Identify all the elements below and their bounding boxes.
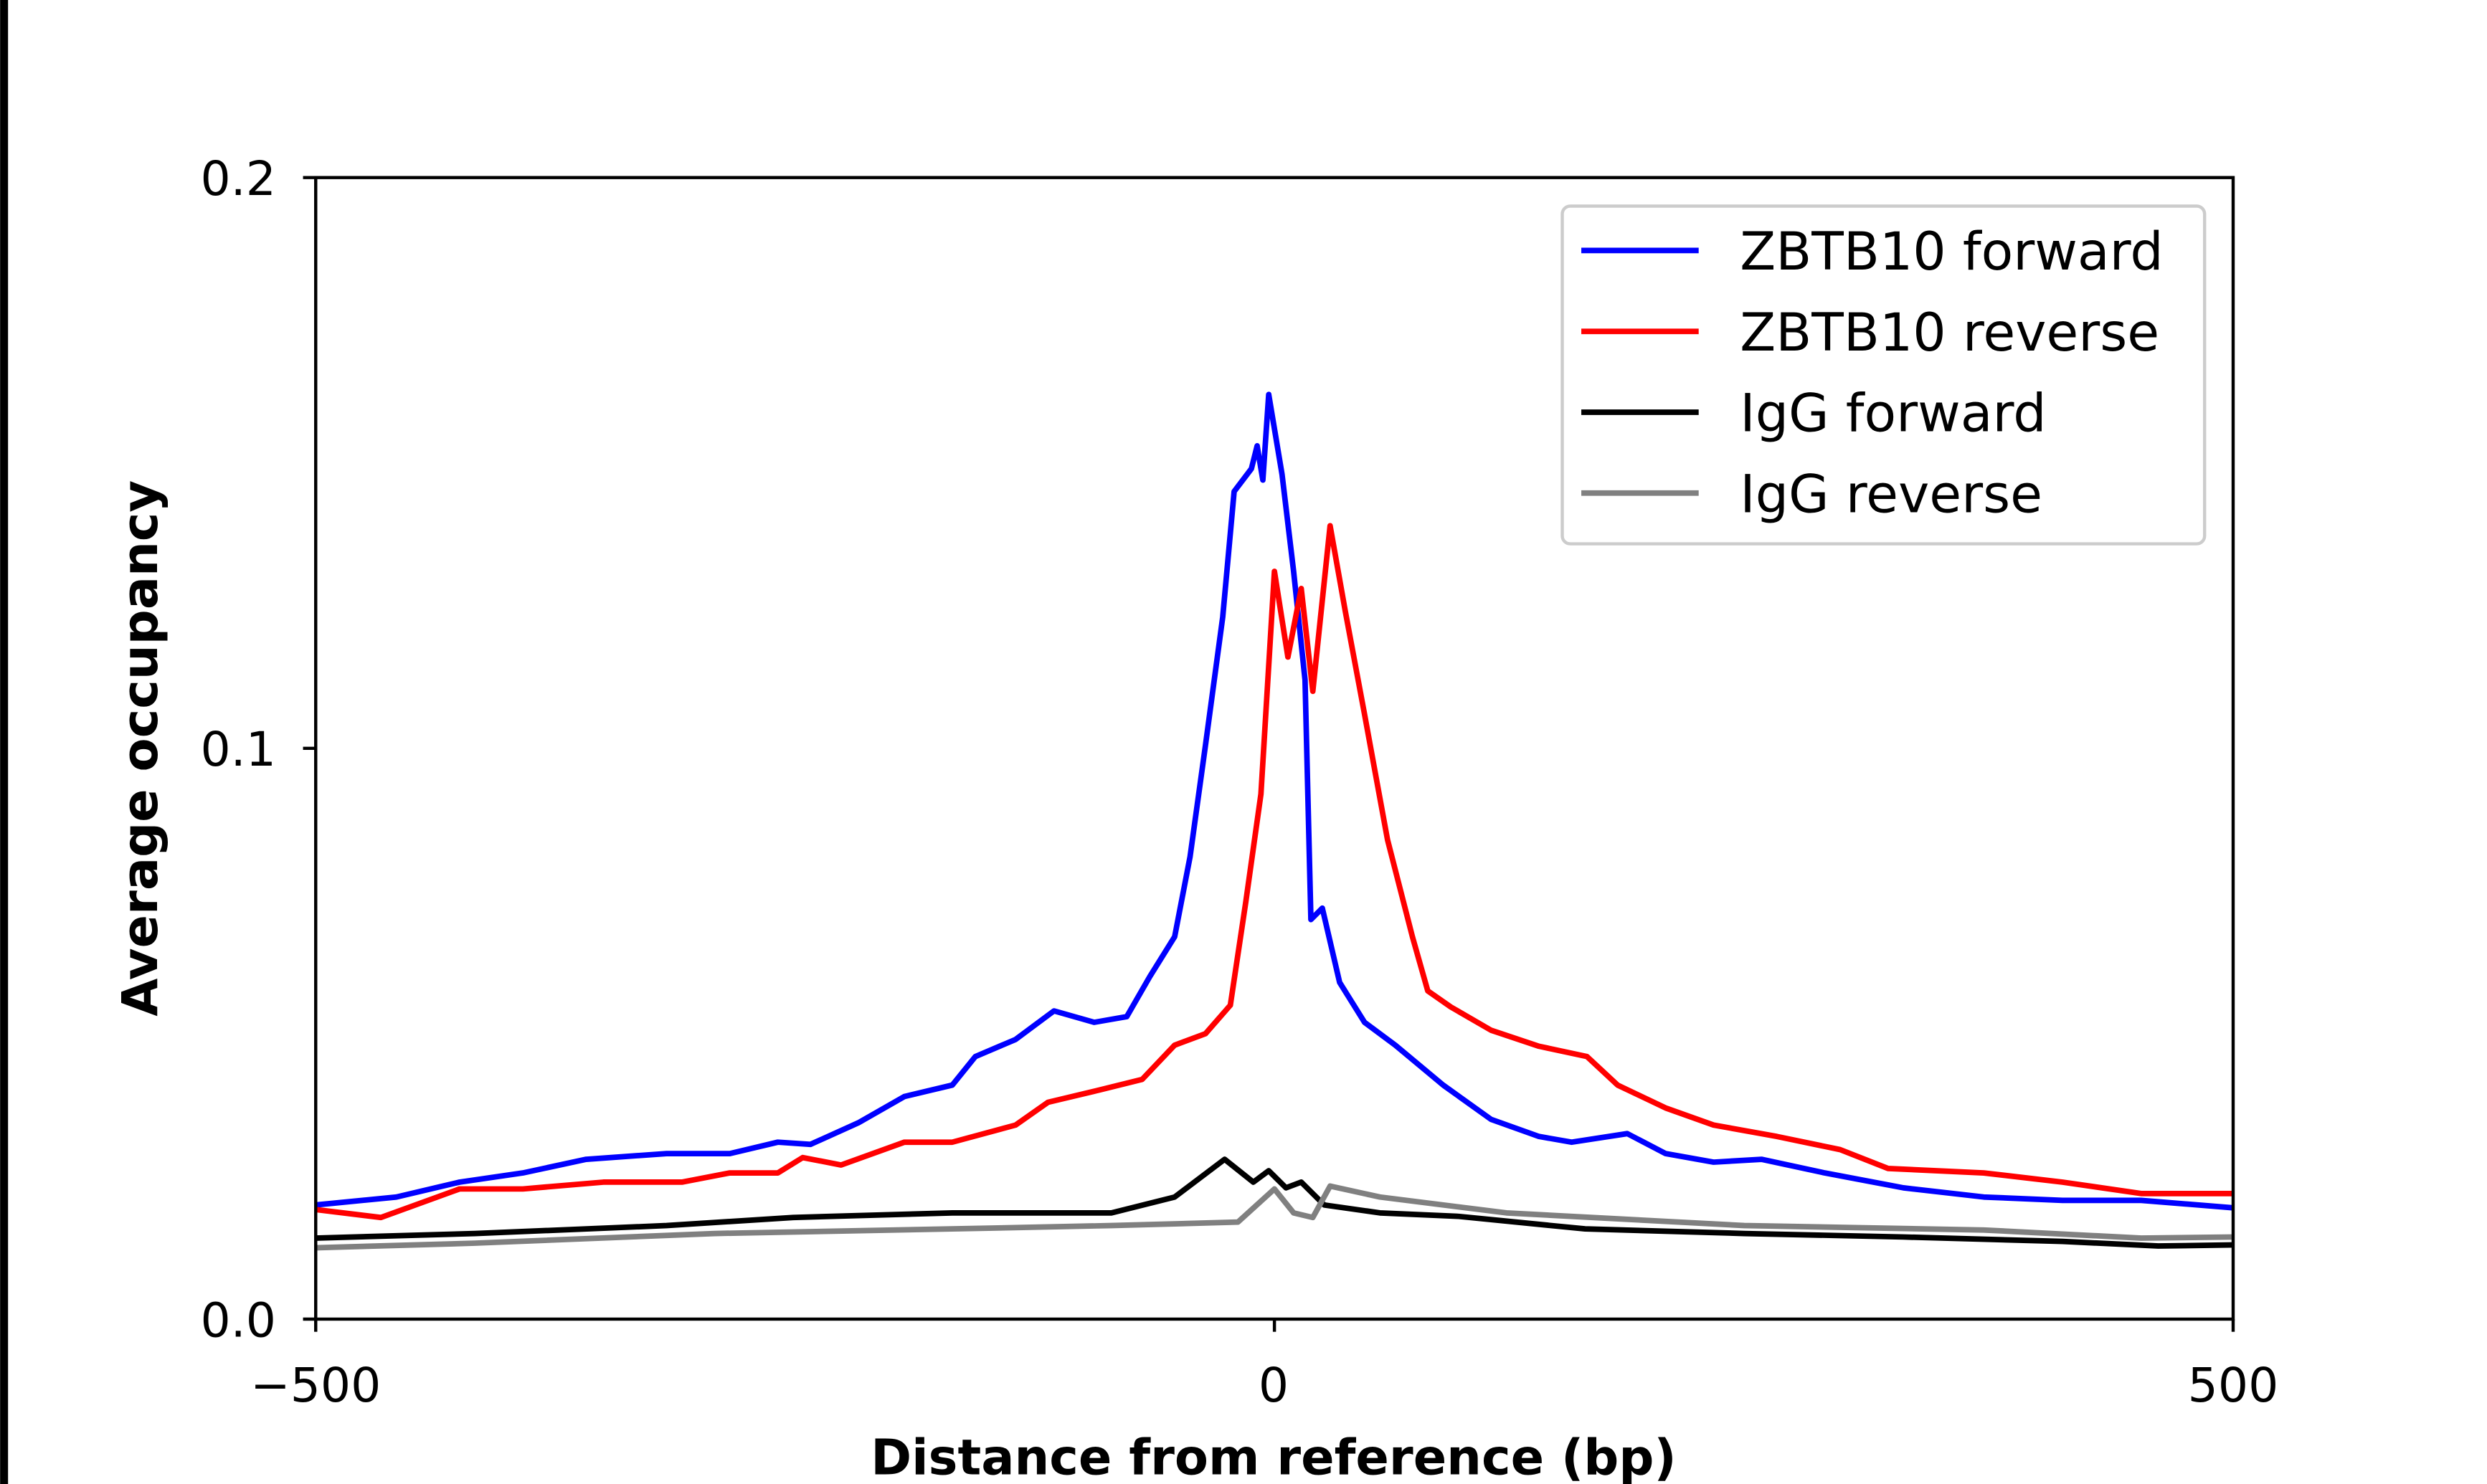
legend-label: IgG forward — [1740, 384, 2046, 444]
series-line-zbtb10-forward — [315, 391, 2234, 1211]
series-line-igg-forward — [316, 1156, 2234, 1249]
y-tick-label: 0.2 — [200, 151, 275, 206]
x-tick-label: −500 — [250, 1357, 381, 1413]
y-tick-label: 0.0 — [200, 1292, 275, 1348]
legend-label: ZBTB10 reverse — [1740, 303, 2159, 363]
ticks — [303, 176, 2235, 1332]
x-axis-label: Distance from reference (bp) — [871, 1430, 1677, 1484]
legend-label: ZBTB10 forward — [1740, 222, 2163, 282]
x-tick-label: 500 — [2188, 1357, 2279, 1413]
series-layer — [315, 391, 2234, 1251]
x-tick-label: 0 — [1259, 1357, 1289, 1413]
left-border — [0, 0, 9, 1484]
y-axis-label: Average occupancy — [112, 480, 169, 1017]
series-line-zbtb10-reverse — [315, 523, 2234, 1221]
legend-label: IgG reverse — [1740, 464, 2042, 525]
series-line-igg-reverse — [316, 1183, 2234, 1251]
y-tick-label: 0.1 — [200, 721, 275, 777]
legend-box — [1560, 204, 2207, 546]
legend: ZBTB10 forward ZBTB10 reverse IgG forwar… — [1560, 204, 2207, 546]
